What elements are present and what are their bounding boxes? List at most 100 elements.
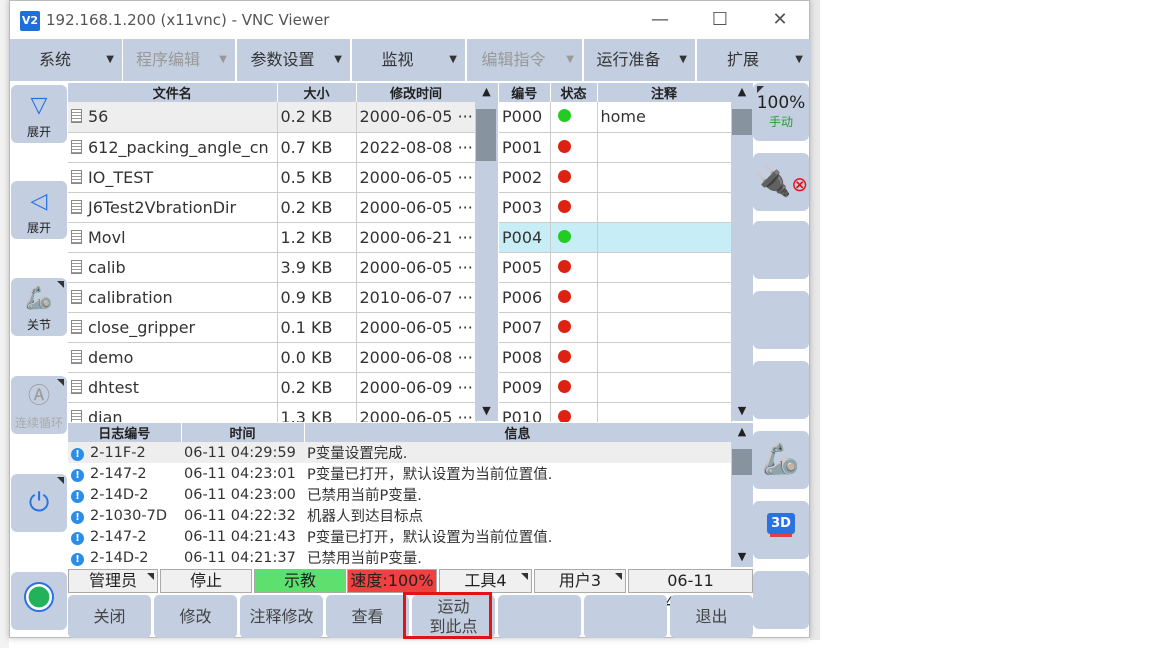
bottom-button-4[interactable]: 运动 到此点 (412, 595, 495, 638)
menu-4[interactable]: 编辑指令 ▼ (467, 39, 582, 81)
right-button-3[interactable] (753, 361, 809, 419)
log-row[interactable]: ! 2-1030-7D 06-11 04:22:32 机器人到达目标点 (68, 505, 731, 526)
file-name: dhtest (68, 372, 278, 403)
file-size: 0.9 KB (277, 282, 357, 313)
speed-mode-button[interactable]: 100% 手动 (753, 83, 809, 141)
col-modified[interactable]: 修改时间 (356, 83, 477, 102)
sidebar-button-2[interactable]: 🦾 关节 (11, 278, 67, 336)
green-status-icon (11, 576, 67, 626)
bottom-button-1[interactable]: 修改 (154, 595, 237, 638)
file-row[interactable]: dhtest 0.2 KB 2000-06-09 ··· (68, 372, 477, 403)
p-note[interactable] (597, 312, 732, 343)
col-size[interactable]: 大小 (277, 83, 357, 102)
continuous-cycle-icon: Ⓐ (27, 384, 50, 409)
bottom-button-5[interactable] (498, 595, 581, 638)
menu-3[interactable]: 监视 ▼ (352, 39, 465, 81)
bottom-button-6[interactable] (584, 595, 667, 638)
p-note[interactable] (597, 192, 732, 223)
close-button[interactable]: ✕ (772, 9, 788, 30)
p-row[interactable]: P001 (499, 132, 732, 163)
p-note[interactable] (597, 342, 732, 373)
document-icon (71, 229, 82, 244)
file-table-scrollbar[interactable]: ▲ ▼ (475, 83, 498, 421)
menu-5[interactable]: 运行准备 ▼ (584, 39, 695, 81)
log-row[interactable]: ! 2-14D-2 06-11 04:21:37 已禁用当前P变量. (68, 547, 731, 568)
p-row[interactable]: P008 (499, 342, 732, 373)
p-note[interactable] (597, 132, 732, 163)
menu-6[interactable]: 扩展 ▼ (697, 39, 811, 81)
bottom-button-7[interactable]: 退出 (670, 595, 753, 638)
sidebar-button-5[interactable] (11, 572, 67, 630)
p-row[interactable]: P000 home (499, 102, 732, 133)
log-row[interactable]: ! 2-14D-2 06-11 04:23:00 已禁用当前P变量. (68, 484, 731, 505)
bottom-button-2[interactable]: 注释修改 (240, 595, 323, 638)
col-filename[interactable]: 文件名 (68, 83, 278, 102)
file-row[interactable]: 612_packing_angle_cn 0.7 KB 2022-08-08 ··· (68, 132, 477, 163)
col-note[interactable]: 注释 (597, 83, 732, 102)
col-info[interactable]: 信息 (304, 423, 732, 442)
user-frame-status[interactable]: 用户3 (534, 569, 626, 593)
sidebar-button-0[interactable]: ▽ 展开 (11, 85, 67, 143)
p-row[interactable]: P005 (499, 252, 732, 283)
p-note[interactable] (597, 282, 732, 313)
p-row[interactable]: P004 (499, 222, 732, 253)
bottom-button-3[interactable]: 查看 (326, 595, 409, 638)
p-note[interactable] (597, 222, 732, 253)
maximize-button[interactable]: ☐ (711, 9, 729, 30)
file-size: 0.0 KB (277, 342, 357, 373)
right-button-0[interactable]: 🔌⊗ (753, 153, 809, 211)
p-row[interactable]: P006 (499, 282, 732, 313)
minimize-button[interactable]: — (651, 9, 669, 30)
menu-2[interactable]: 参数设置 ▼ (237, 39, 350, 81)
col-log-id[interactable]: 日志编号 (68, 423, 182, 442)
file-row[interactable]: close_gripper 0.1 KB 2000-06-05 ··· (68, 312, 477, 343)
file-row[interactable]: 56 0.2 KB 2000-06-05 ··· (68, 102, 477, 133)
status-dot-icon (557, 229, 571, 243)
file-row[interactable]: IO_TEST 0.5 KB 2000-06-05 ··· (68, 162, 477, 193)
col-status[interactable]: 状态 (550, 83, 598, 102)
p-note[interactable] (597, 372, 732, 403)
p-status (550, 222, 598, 253)
log-row[interactable]: ! 2-147-2 06-11 04:23:01 P变量已打开，默认设置为当前位置值. (68, 463, 731, 484)
tool-status[interactable]: 工具4 (439, 569, 532, 593)
col-time[interactable]: 时间 (181, 423, 305, 442)
file-row[interactable]: demo 0.0 KB 2000-06-08 ··· (68, 342, 477, 373)
menu-label: 监视 (381, 50, 414, 69)
p-row[interactable]: P009 (499, 372, 732, 403)
log-row[interactable]: ! 2-147-2 06-11 04:21:43 P变量已打开，默认设置为当前位置值. (68, 526, 731, 547)
p-note[interactable]: home (597, 102, 732, 133)
sidebar-button-4[interactable]: ⏻ (11, 474, 67, 532)
status-dot-icon (557, 109, 571, 123)
file-name: calib (68, 252, 278, 283)
bottom-button-0[interactable]: 关闭 (68, 595, 151, 638)
right-button-5[interactable]: 3D (753, 501, 809, 559)
file-row[interactable]: calib 3.9 KB 2000-06-05 ··· (68, 252, 477, 283)
file-row[interactable]: calibration 0.9 KB 2010-06-07 ··· (68, 282, 477, 313)
log-row[interactable]: ! 2-11F-2 06-11 04:29:59 P变量设置完成. (68, 442, 731, 463)
p-note[interactable] (597, 162, 732, 193)
user-role-status[interactable]: 管理员 (68, 569, 158, 593)
status-dot-icon (557, 139, 571, 153)
right-button-4[interactable]: 🦾 (753, 431, 809, 489)
right-button-6[interactable] (753, 571, 809, 629)
p-row[interactable]: P003 (499, 192, 732, 223)
info-icon: ! (71, 468, 84, 482)
document-icon (71, 199, 82, 214)
p-row[interactable]: P002 (499, 162, 732, 193)
col-id[interactable]: 编号 (499, 83, 551, 102)
menu-1[interactable]: 程序编辑 ▼ (123, 39, 235, 81)
file-row[interactable]: Movl 1.2 KB 2000-06-21 ··· (68, 222, 477, 253)
right-button-2[interactable] (753, 291, 809, 349)
right-button-1[interactable] (753, 221, 809, 279)
sidebar-button-3[interactable]: Ⓐ 连续循环 (11, 376, 67, 434)
status-dot-icon (557, 199, 571, 213)
p-row[interactable]: P007 (499, 312, 732, 343)
log-scrollbar[interactable]: ▲ ▼ (731, 423, 753, 567)
file-row[interactable]: J6Test2VbrationDir 0.2 KB 2000-06-05 ··· (68, 192, 477, 223)
sidebar-button-1[interactable]: ◁ 展开 (11, 181, 67, 239)
p-note[interactable] (597, 252, 732, 283)
p-table-scrollbar[interactable]: ▲ ▼ (731, 83, 753, 421)
file-name: calibration (68, 282, 278, 313)
menu-0[interactable]: 系统 ▼ (10, 39, 122, 81)
file-modified: 2000-06-05 ··· (356, 252, 477, 283)
